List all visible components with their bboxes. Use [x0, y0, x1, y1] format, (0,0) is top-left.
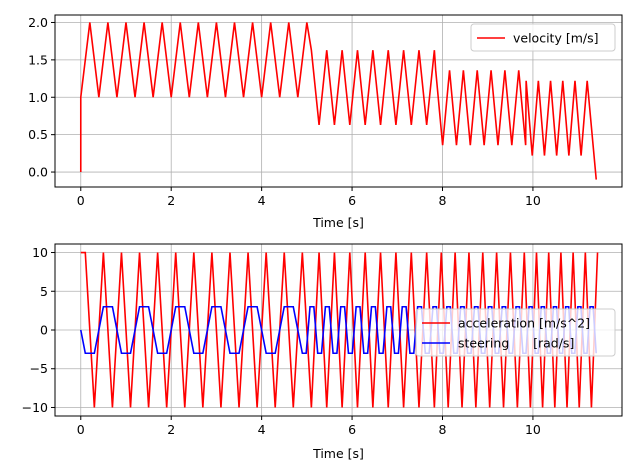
velocity-ytick-label: 0.5: [28, 127, 48, 142]
accel-steering-subplot: 0 2 4 6 8 10 −10 −5 0 5 10 Time [s] acceleration […: [22, 243, 623, 461]
velocity-ytick-label: 1.5: [28, 52, 48, 67]
velocity-legend: velocity [m/s]: [470, 23, 616, 52]
velocity-ytick-label: 2.0: [28, 15, 48, 30]
velocity-series-line: [79, 22, 598, 180]
legend-entry-label: acceleration [m/s^2]: [458, 316, 590, 331]
velocity-subplot: 0 2 4 6 8 10 0.0 0.5 1.0 1.5 2.0 Time [s] velocity…: [28, 14, 623, 230]
velocity-ytick-label: 0.0: [28, 165, 48, 180]
velocity-xlabel: Time [s]: [312, 215, 364, 230]
accel-xtick-label: 8: [439, 422, 447, 437]
accel-grid: [55, 244, 622, 416]
legend-entry-label: steering [rad/s]: [458, 336, 574, 351]
velocity-xtick-label: 4: [258, 193, 266, 208]
accel-xtick-label: 0: [77, 422, 85, 437]
accel-xtick-label: 6: [348, 422, 356, 437]
accel-ytick-label: −5: [30, 361, 48, 376]
accel-legend: acceleration [m/s^2] steering [rad/s]: [415, 308, 616, 357]
velocity-axes-frame: [54, 14, 623, 188]
accel-ytick-label: 5: [40, 284, 48, 299]
velocity-xtick-label: 8: [439, 193, 447, 208]
velocity-xtick-label: 10: [525, 193, 541, 208]
accel-ytick-label: 10: [32, 245, 48, 260]
velocity-ytick-label: 1.0: [28, 90, 48, 105]
velocity-xtick-label: 6: [348, 193, 356, 208]
velocity-xtick-label: 0: [77, 193, 85, 208]
accel-xtick-label: 10: [525, 422, 541, 437]
accel-ticks: 0 2 4 6 8 10 −10 −5 0 5 10: [22, 245, 541, 437]
velocity-xtick-label: 2: [167, 193, 175, 208]
legend-box: [415, 308, 616, 357]
legend-entry-label: velocity [m/s]: [513, 31, 598, 46]
velocity-ticks: 0 2 4 6 8 10 0.0 0.5 1.0 1.5 2.0: [28, 15, 541, 208]
accel-ytick-label: 0: [40, 323, 48, 338]
velocity-plot-area: [79, 22, 598, 180]
accel-xlabel: Time [s]: [312, 446, 364, 461]
accel-ytick-label: −10: [22, 400, 48, 415]
legend-box: [470, 23, 616, 52]
accel-xtick-label: 4: [258, 422, 266, 437]
accel-xtick-label: 2: [167, 422, 175, 437]
